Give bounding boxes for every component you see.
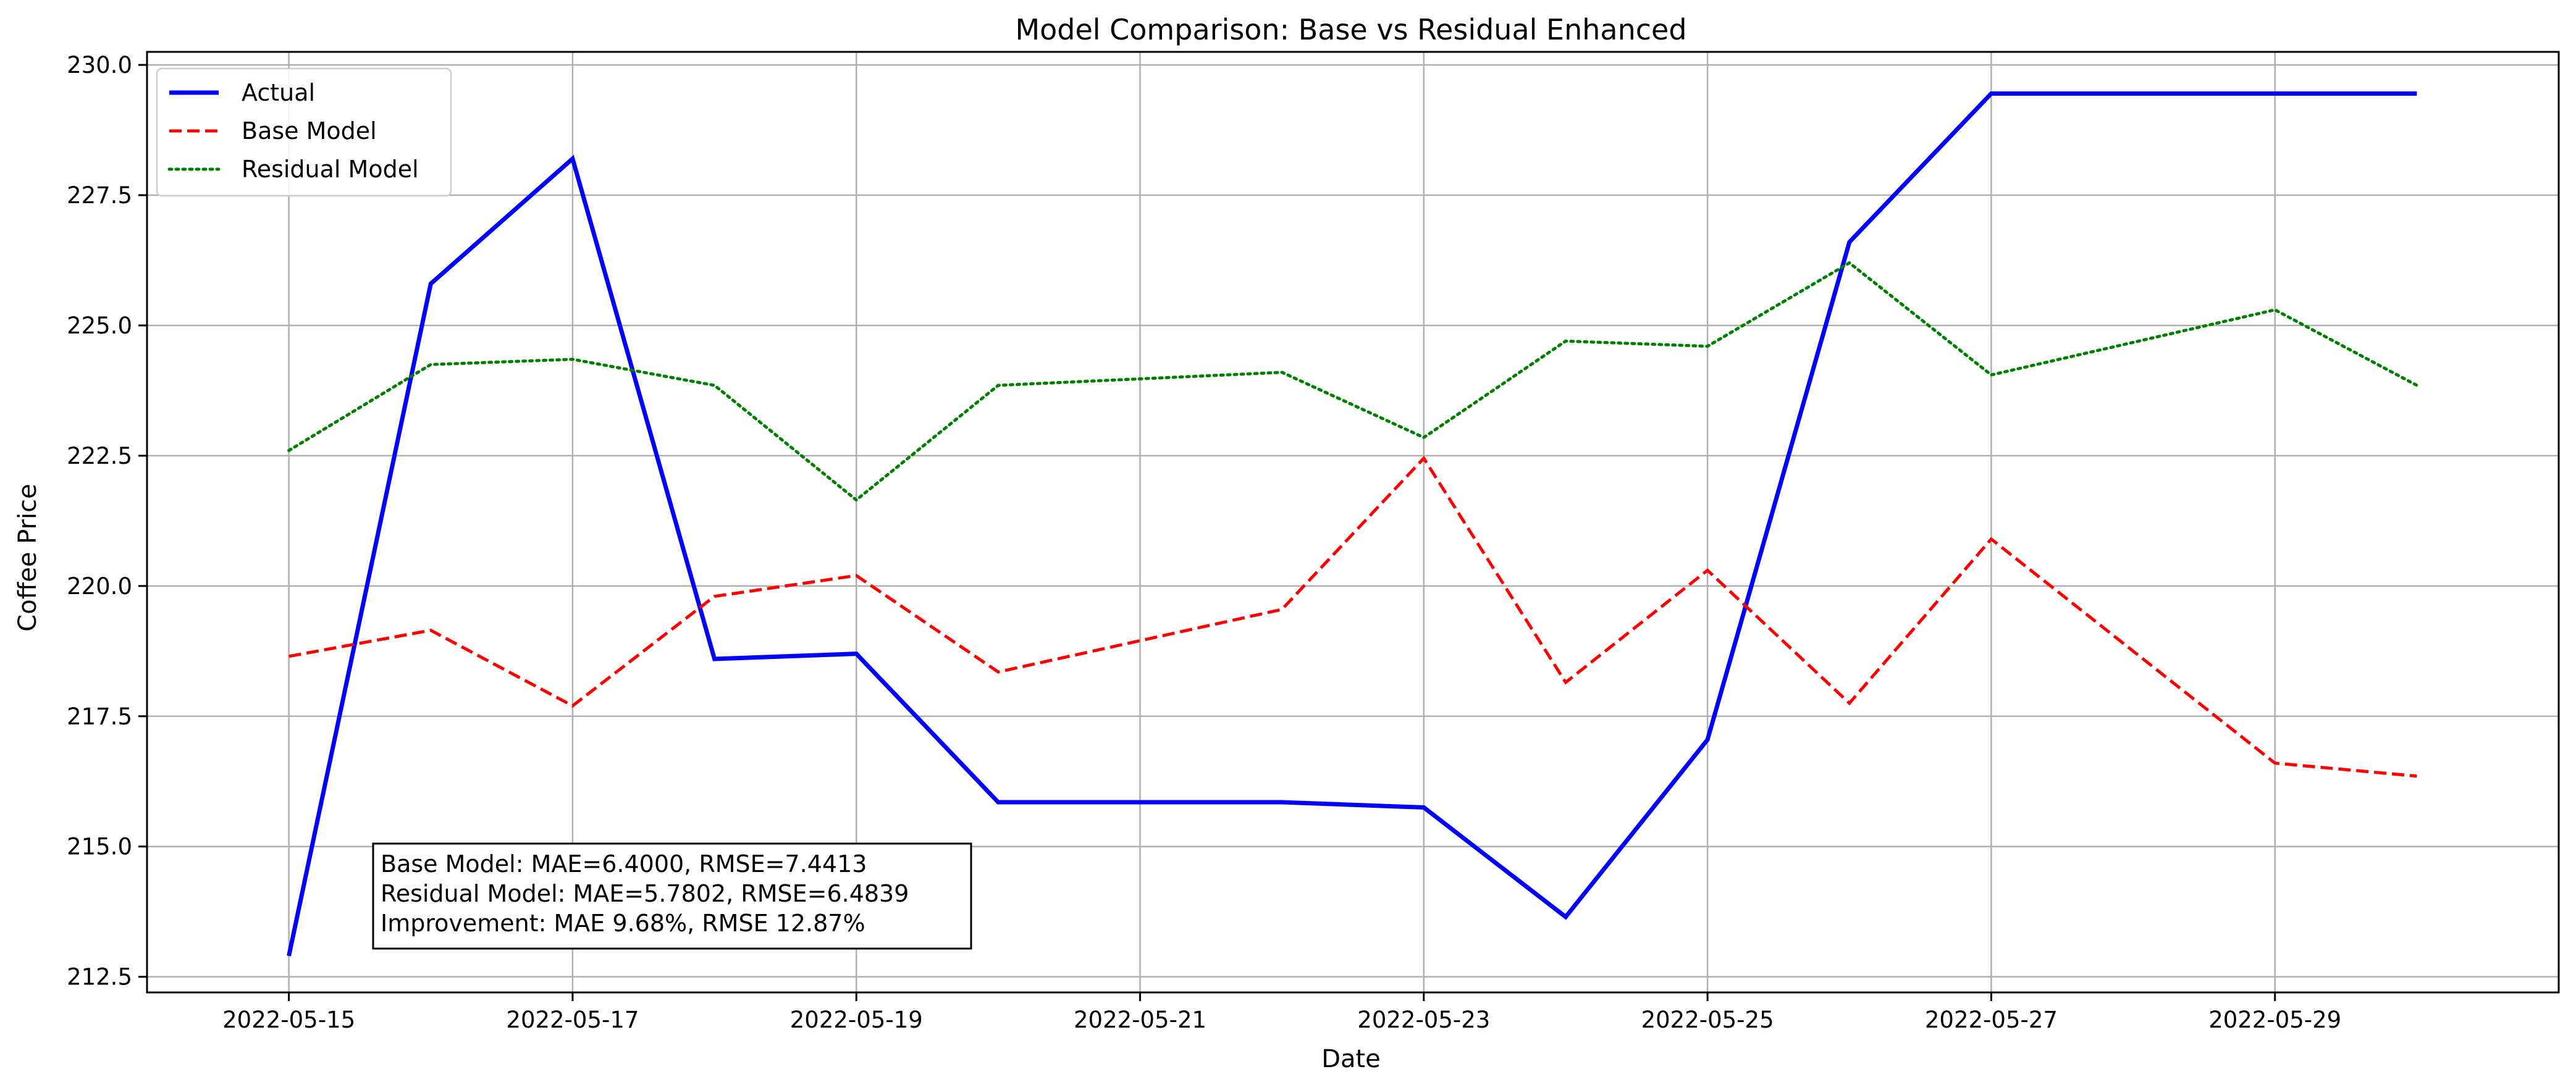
y-tick-label: 230.0 — [67, 52, 132, 78]
metrics-line: Improvement: MAE 9.68%, RMSE 12.87% — [381, 910, 865, 937]
series-line-base-model — [288, 456, 2417, 778]
metrics-annotation-box: Base Model: MAE=6.4000, RMSE=7.4413Resid… — [372, 842, 972, 950]
legend-box — [156, 67, 452, 197]
y-tick-label: 222.5 — [67, 443, 132, 469]
x-tick-label: 2022-05-27 — [1925, 1007, 2058, 1033]
series-line-actual — [287, 91, 2417, 957]
metrics-line: Residual Model: MAE=5.7802, RMSE=6.4839 — [381, 880, 909, 907]
chart-title: Model Comparison: Base vs Residual Enhan… — [1015, 13, 1686, 46]
y-tick-label: 217.5 — [67, 703, 132, 730]
y-tick-label: 215.0 — [67, 834, 132, 860]
y-tick-label: 225.0 — [67, 312, 132, 339]
series-line-residual-model — [287, 261, 2418, 502]
legend: Actual Base Model Residual Model — [156, 67, 452, 197]
metrics-line: Base Model: MAE=6.4000, RMSE=7.4413 — [381, 850, 867, 878]
x-tick-label: 2022-05-25 — [1641, 1007, 1774, 1033]
y-tick-label: 227.5 — [67, 182, 132, 209]
x-tick-label: 2022-05-19 — [790, 1007, 923, 1033]
grid-lines — [147, 52, 2559, 992]
x-tick-label: 2022-05-23 — [1357, 1007, 1490, 1033]
metrics-box-frame — [372, 842, 972, 950]
series-lines — [287, 91, 2418, 957]
x-axis-title: Date — [1321, 1045, 1381, 1073]
legend-label: Base Model — [242, 117, 377, 145]
x-tick-label: 2022-05-15 — [222, 1007, 355, 1033]
x-tick-label: 2022-05-29 — [2208, 1007, 2341, 1033]
plot-frame — [146, 51, 2560, 994]
y-tick-label: 212.5 — [67, 964, 132, 991]
y-axis-title: Coffee Price — [14, 484, 42, 631]
axis-ticks: 2022-05-15 2022-05-17 2022-05-19 2022-05-21… — [67, 52, 2341, 1033]
x-tick-label: 2022-05-17 — [506, 1007, 639, 1033]
legend-label: Residual Model — [242, 156, 419, 183]
y-tick-label: 220.0 — [67, 573, 132, 600]
legend-label: Actual — [242, 79, 315, 106]
x-tick-label: 2022-05-21 — [1074, 1007, 1206, 1033]
